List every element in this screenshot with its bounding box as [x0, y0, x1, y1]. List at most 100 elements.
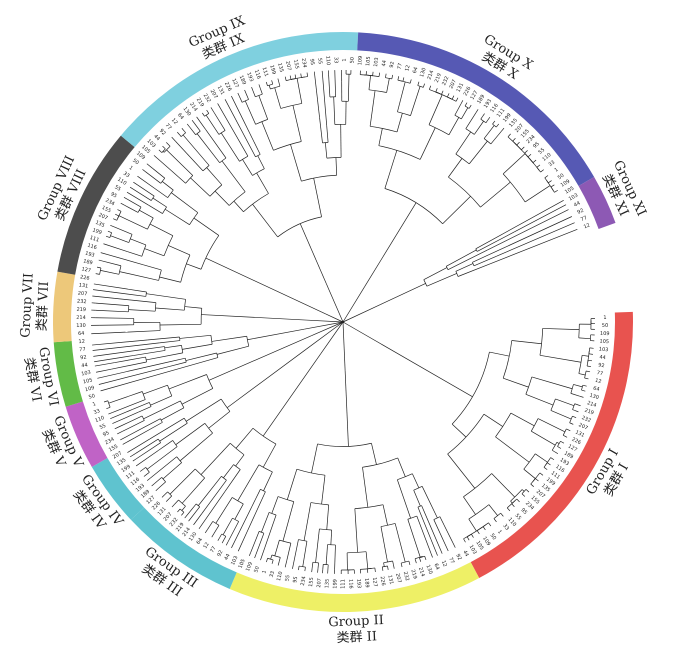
tree-branch: [416, 515, 432, 554]
tree-branch: [544, 175, 549, 179]
leaf-label: 33: [548, 159, 557, 168]
tree-branch: [578, 337, 591, 340]
tree-branch: [111, 361, 147, 370]
leaf-label: 214: [417, 567, 426, 578]
tree-node-arc: [107, 400, 111, 408]
tree-branch: [177, 131, 181, 136]
tree-branch: [181, 388, 213, 405]
tree-branch: [454, 103, 462, 116]
tree-branch: [380, 526, 388, 563]
tree-branch: [421, 505, 429, 523]
tree-branch: [271, 80, 274, 85]
tree-branch: [150, 395, 172, 406]
leaf-label: 226: [463, 86, 473, 97]
tree-branch: [587, 359, 593, 362]
tree-node-arc: [258, 464, 273, 473]
tree-branch: [586, 370, 591, 373]
leaf-label: 77: [397, 63, 404, 71]
tree-branch: [261, 121, 274, 151]
tree-branch: [311, 321, 344, 337]
tree-branch: [511, 340, 542, 345]
tree-branch: [168, 495, 172, 499]
tree-branch: [223, 464, 234, 479]
tree-branch: [317, 562, 319, 569]
tree-branch: [92, 342, 160, 351]
group-arc-ix: [120, 32, 359, 148]
tree-branch: [550, 184, 555, 188]
tree-branch: [134, 422, 163, 439]
tree-branch: [516, 498, 520, 503]
tree-branch: [448, 158, 463, 178]
tree-node-arc: [539, 328, 543, 356]
tree-branch: [110, 235, 129, 243]
tree-node-arc: [397, 111, 411, 116]
tree-node-arc: [370, 125, 398, 133]
tree-branch: [153, 155, 172, 171]
tree-branch: [324, 142, 328, 159]
group-color-ring: [52, 32, 633, 612]
tree-branch: [402, 77, 405, 82]
leaf-label: 189: [238, 75, 247, 86]
leaf-label: 64: [196, 537, 205, 546]
tree-branch: [430, 553, 433, 558]
leaf-label: 131: [216, 85, 226, 96]
tree-branch: [206, 109, 210, 114]
tree-branch: [320, 321, 344, 354]
tree-branch: [471, 533, 474, 538]
tree-branch: [139, 209, 154, 219]
tree-branch: [441, 90, 444, 95]
tree-node-arc: [530, 478, 536, 485]
tree-branch: [256, 172, 269, 194]
tree-branch: [152, 168, 166, 179]
tree-node-arc: [557, 441, 561, 447]
tree-branch: [557, 446, 562, 449]
tree-branch: [488, 522, 492, 527]
tree-branch: [582, 384, 587, 387]
tree-branch: [525, 489, 530, 493]
tree-node-arc: [463, 473, 492, 498]
tree-node-arc: [99, 267, 102, 275]
tree-branch: [278, 82, 281, 87]
group-label-en-vii: Group VII: [18, 273, 36, 339]
tree-branch: [502, 153, 526, 175]
tree-branch: [145, 171, 161, 184]
leaf-label: 155: [292, 59, 300, 69]
tree-branch: [133, 189, 152, 201]
tree-branch: [576, 404, 581, 407]
tree-branch: [132, 458, 137, 462]
tree-branch: [208, 411, 231, 429]
leaf-label: 131: [456, 82, 466, 93]
tree-branches: [91, 70, 595, 574]
tree-branch: [224, 99, 238, 124]
tree-branch: [112, 411, 139, 424]
leaf-label: 234: [526, 134, 537, 145]
tree-branch: [188, 517, 192, 522]
leaf-label: 207: [448, 79, 457, 90]
leaf-label: 95: [519, 507, 528, 516]
tree-branch: [304, 567, 306, 572]
tree-branch: [460, 100, 464, 105]
tree-node-arc: [145, 357, 147, 363]
leaf-label: 111: [550, 470, 561, 480]
tree-branch: [408, 560, 411, 566]
tree-branch: [383, 562, 385, 567]
tree-node-arc: [502, 173, 526, 203]
tree-branch: [124, 204, 139, 213]
tree-branch: [523, 468, 536, 479]
leaf-label: 77: [164, 122, 173, 131]
tree-branch: [424, 556, 427, 561]
leaf-label: 1: [496, 529, 503, 535]
tree-branch: [208, 335, 312, 381]
tree-node-arc: [252, 427, 277, 445]
leaf-label: 92: [454, 553, 462, 561]
tree-branch: [448, 117, 460, 135]
tree-branch: [149, 417, 185, 440]
tree-node-arc: [167, 385, 173, 397]
tree-branch: [569, 422, 574, 425]
tree-node-arc: [455, 153, 470, 165]
tree-node-arc: [273, 141, 302, 151]
tree-node-arc: [206, 374, 214, 389]
tree-branch: [335, 157, 338, 176]
leaf-label: 234: [104, 198, 115, 208]
